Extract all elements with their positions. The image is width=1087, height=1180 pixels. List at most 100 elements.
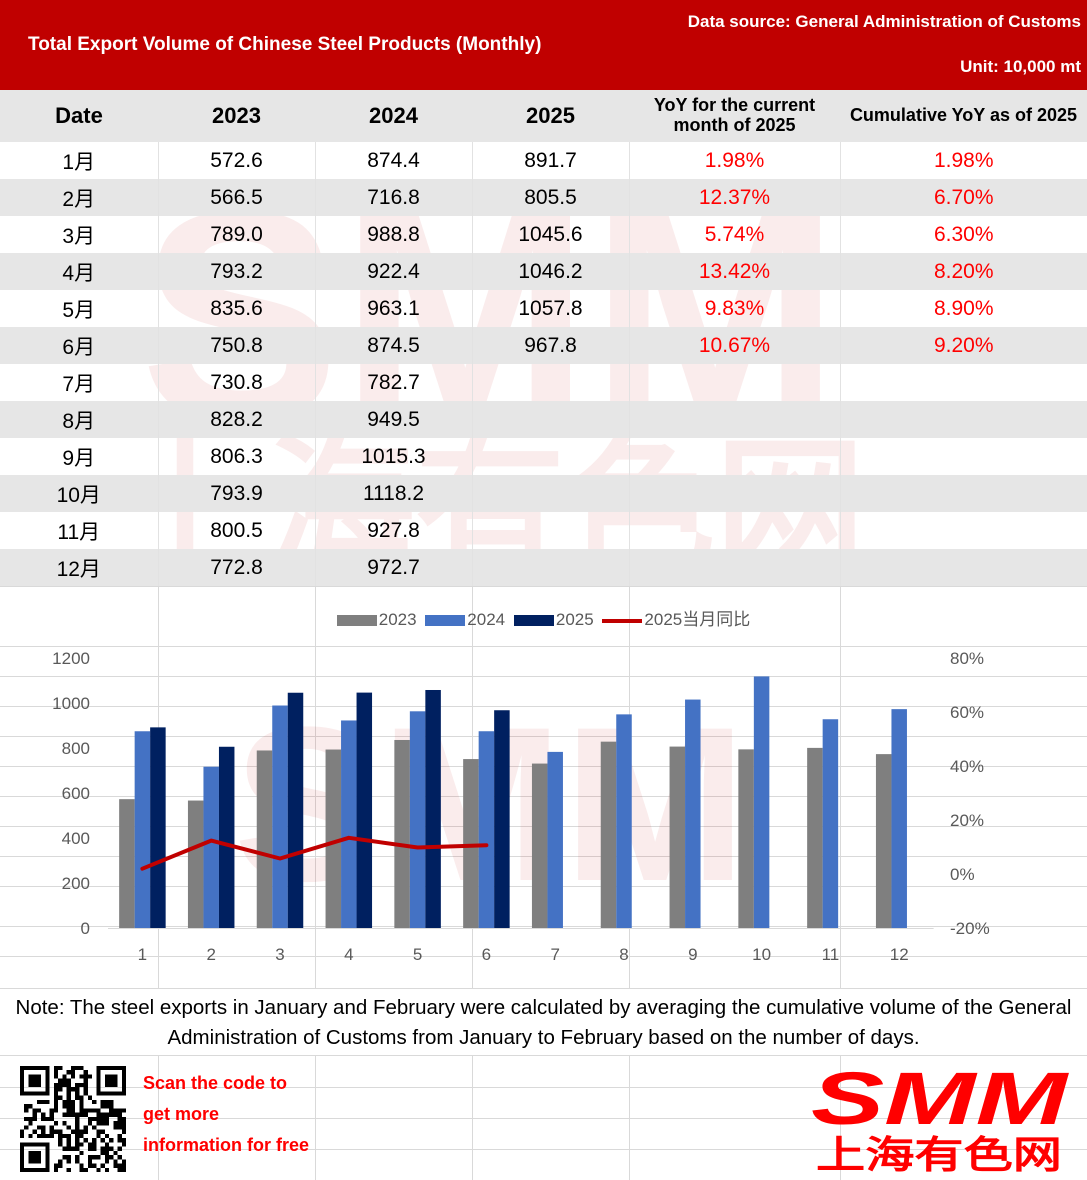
bar-2024 — [822, 719, 839, 928]
table-cell: 8月 — [0, 401, 159, 438]
x-tick-label: 2 — [206, 945, 215, 964]
table-cell: 13.42% — [629, 253, 841, 290]
bar-2024 — [409, 711, 426, 928]
table-cell: 6月 — [0, 327, 159, 364]
y-right-tick-label: 80% — [950, 649, 984, 668]
combo-chart: 1200 1000 800 600 400 200 0 80% 60% 40% 20% 0% -20% 1… — [52, 649, 990, 964]
table-cell — [472, 401, 630, 438]
bar-2023 — [738, 749, 754, 928]
x-tick-label: 8 — [619, 945, 628, 964]
bar-2024 — [341, 720, 357, 928]
table-cell: 828.2 — [158, 401, 316, 438]
table-header-row: Date 2023 2024 2025 YoY for the current … — [0, 90, 1087, 142]
unit-label: Unit: 10,000 mt — [960, 57, 1081, 76]
table-row: 1月 572.6 874.4 891.7 1.98% 1.98% — [0, 142, 1087, 179]
table-row: 3月 789.0 988.8 1045.6 5.74% 6.30% — [0, 216, 1087, 253]
table-cell — [840, 475, 1087, 512]
table-cell: 2月 — [0, 179, 159, 216]
footer-grid — [0, 1056, 1087, 1180]
qr-code[interactable] — [20, 1066, 126, 1172]
y-right-tick-label: -20% — [950, 919, 990, 938]
table-cell: 1.98% — [629, 142, 841, 179]
bar-2023 — [119, 799, 135, 928]
bar-2023 — [875, 754, 892, 928]
header-yoy-cumulative: Cumulative YoY as of 2025 — [840, 90, 1087, 142]
table-cell: 11月 — [0, 512, 159, 549]
table-row: 8月 828.2 949.5 — [0, 401, 1087, 438]
table-cell: 8.90% — [933, 296, 994, 320]
x-tick-label: 5 — [413, 945, 422, 964]
logo-text: SMM — [811, 1064, 1069, 1140]
table-cell — [472, 438, 630, 475]
header-banner: Total Export Volume of Chinese Steel Pro… — [0, 0, 1087, 90]
table-cell — [840, 549, 1087, 586]
table-cell: 9.83% — [629, 290, 841, 327]
table-cell: 891.7 — [472, 142, 630, 179]
bar-2025 — [150, 727, 166, 928]
table-cell: 772.8 — [158, 549, 316, 586]
table-row: 11月 800.5 927.8 — [0, 512, 1087, 549]
smm-logo: SMM 上海有色网 — [811, 1064, 1069, 1172]
bar-2025 — [425, 689, 441, 928]
table-cell: 800.5 — [158, 512, 316, 549]
bar-2025 — [218, 746, 235, 928]
x-tick-label: 10 — [752, 945, 771, 964]
table-cell: 793.2 — [158, 253, 316, 290]
table-cell: 4月 — [0, 253, 159, 290]
table-cell — [629, 401, 841, 438]
page-title: Total Export Volume of Chinese Steel Pro… — [28, 34, 542, 55]
bar-2023 — [669, 746, 686, 928]
table-cell: 566.5 — [158, 179, 316, 216]
bar-2024 — [272, 705, 288, 928]
header-yoy-month: YoY for the current month of 2025 — [629, 90, 840, 142]
table-cell: 922.4 — [315, 253, 473, 290]
table-cell: 1046.2 — [472, 253, 630, 290]
x-tick-label: 4 — [344, 945, 353, 964]
table-cell: 12月 — [0, 549, 159, 586]
table-cell: 10月 — [0, 475, 159, 512]
table-cell: 5月 — [0, 290, 159, 327]
table-cell: 805.5 — [472, 179, 630, 216]
y-left-tick-label: 800 — [62, 739, 90, 758]
table-cell: 806.3 — [158, 438, 316, 475]
table-cell — [472, 475, 630, 512]
table-cell: 7月 — [0, 364, 159, 401]
header-2025: 2025 — [472, 90, 629, 142]
table-row: 4月 793.2 922.4 1046.2 13.42% 8.20% — [0, 253, 1087, 290]
legend-item-2024: 2024 — [425, 610, 505, 630]
y-left-tick-label: 600 — [62, 784, 90, 803]
table-cell: 972.7 — [315, 549, 473, 586]
bar-2023 — [463, 759, 479, 928]
data-table: Date 2023 2024 2025 YoY for the current … — [0, 90, 1087, 586]
y-right-tick-label: 0% — [950, 865, 975, 884]
bar-2025 — [287, 692, 304, 928]
table-cell: 1.98% — [933, 148, 994, 172]
table-cell: 967.8 — [472, 327, 630, 364]
table-cell: 6.30% — [933, 222, 994, 246]
x-tick-label: 7 — [550, 945, 559, 964]
bar-2024 — [616, 714, 632, 928]
table-cell: 927.8 — [315, 512, 473, 549]
header-2024: 2024 — [315, 90, 472, 142]
table-row: 7月 730.8 782.7 — [0, 364, 1087, 401]
bar-2024 — [891, 709, 907, 928]
table-cell: 6.70% — [840, 179, 1087, 216]
y-left-tick-label: 0 — [81, 919, 90, 938]
table-cell: 1057.8 — [472, 290, 630, 327]
logo-cn-text: 上海有色网 — [816, 1133, 1062, 1172]
table-cell: 12.37% — [629, 179, 841, 216]
bar-2023 — [187, 800, 204, 928]
table-cell: 730.8 — [158, 364, 316, 401]
legend-item-2025: 2025 — [513, 610, 594, 630]
bar-2025 — [494, 710, 510, 928]
table-cell: 874.4 — [315, 142, 473, 179]
scan-line-3: information for free — [143, 1135, 310, 1155]
y-left-tick-label: 200 — [62, 874, 90, 893]
bar-2023 — [600, 741, 617, 928]
y-right-tick-label: 60% — [950, 703, 984, 722]
chart-legend: 2023 2024 2025 2025当月同比 — [0, 605, 1087, 630]
table-cell — [629, 549, 841, 586]
bar-2024 — [685, 699, 701, 928]
line-2025-yoy — [140, 835, 489, 871]
table-cell: 9.20% — [840, 327, 1087, 364]
